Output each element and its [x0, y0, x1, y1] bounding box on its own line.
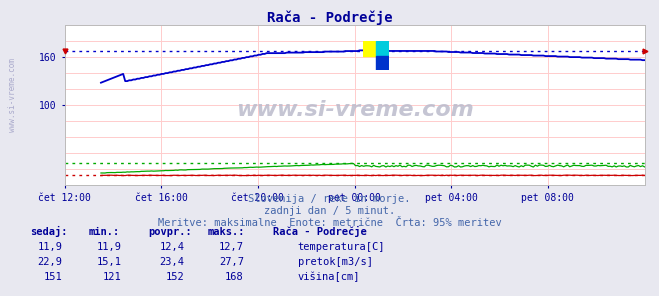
Text: 152: 152 — [166, 272, 185, 282]
Bar — [376, 41, 389, 56]
Text: sedaj:: sedaj: — [30, 226, 67, 237]
Text: 11,9: 11,9 — [97, 242, 122, 252]
Text: Meritve: maksimalne  Enote: metrične  Črta: 95% meritev: Meritve: maksimalne Enote: metrične Črta… — [158, 218, 501, 228]
Text: povpr.:: povpr.: — [148, 227, 192, 237]
Text: Rača - Podrečje: Rača - Podrečje — [267, 10, 392, 25]
Text: 151: 151 — [44, 272, 63, 282]
Text: 22,9: 22,9 — [38, 257, 63, 267]
Text: 11,9: 11,9 — [38, 242, 63, 252]
Text: višina[cm]: višina[cm] — [298, 271, 360, 282]
Text: www.si-vreme.com: www.si-vreme.com — [236, 100, 473, 120]
Text: 12,4: 12,4 — [159, 242, 185, 252]
Bar — [363, 41, 376, 56]
Text: 168: 168 — [225, 272, 244, 282]
Text: www.si-vreme.com: www.si-vreme.com — [8, 58, 17, 132]
Text: Slovenija / reke in morje.: Slovenija / reke in morje. — [248, 194, 411, 204]
Text: temperatura[C]: temperatura[C] — [298, 242, 386, 252]
Text: zadnji dan / 5 minut.: zadnji dan / 5 minut. — [264, 206, 395, 216]
Text: 121: 121 — [103, 272, 122, 282]
Text: min.:: min.: — [89, 227, 120, 237]
Text: pretok[m3/s]: pretok[m3/s] — [298, 257, 373, 267]
Text: 15,1: 15,1 — [97, 257, 122, 267]
Text: Rača - Podrečje: Rača - Podrečje — [273, 226, 367, 237]
Text: 12,7: 12,7 — [219, 242, 244, 252]
Text: maks.:: maks.: — [208, 227, 245, 237]
Text: 23,4: 23,4 — [159, 257, 185, 267]
Text: 27,7: 27,7 — [219, 257, 244, 267]
Bar — [376, 56, 389, 70]
